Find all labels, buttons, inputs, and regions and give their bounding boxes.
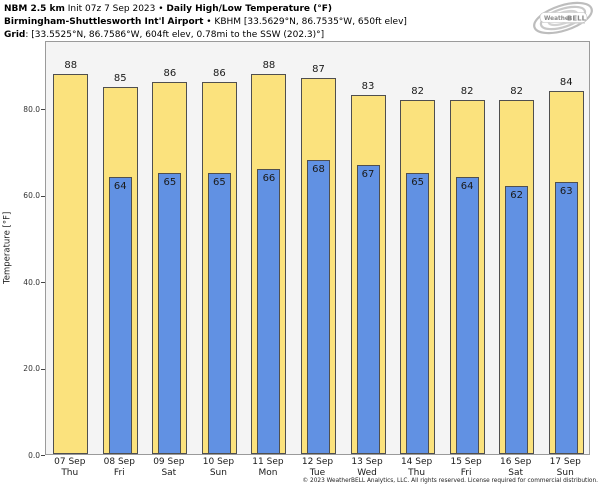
y-tick-label: 20.0 — [23, 364, 40, 374]
high-value-label: 86 — [213, 68, 226, 80]
low-value-label: 65 — [163, 177, 177, 189]
low-bar — [158, 173, 182, 454]
x-tick-day: Thu — [408, 467, 426, 478]
high-value-label: 88 — [262, 59, 276, 71]
x-tick-date: 12 Sep — [301, 457, 334, 467]
x-tick-label: 14 Sep Thu — [392, 457, 442, 478]
init-time: Init 07z 7 Sep 2023 • — [64, 4, 167, 14]
station-coords: • KBHM [33.5629°N, 86.7535°W, 650ft elev… — [203, 17, 407, 27]
low-bar — [307, 160, 330, 454]
header-line-2: Birmingham-Shuttlesworth Int'l Airport •… — [4, 16, 407, 29]
plot-area: 88 85 64 86 65 86 65 88 66 87 68 83 67 82 65 82 64 82 62 84… — [45, 41, 590, 455]
low-value-label: 66 — [262, 172, 276, 184]
high-value-label: 82 — [510, 85, 524, 97]
grid-coords: : [33.5525°N, 86.7586°W, 604ft elev, 0.7… — [25, 30, 325, 40]
x-tick-day: Fri — [113, 467, 125, 478]
x-tick-day: Mon — [258, 467, 278, 478]
low-value-label: 67 — [361, 168, 375, 180]
low-value-label: 68 — [312, 164, 325, 176]
logo-text-bell: BELL — [567, 14, 587, 22]
header-line-1: NBM 2.5 km Init 07z 7 Sep 2023 • Daily H… — [4, 3, 407, 16]
high-value-label: 84 — [559, 77, 573, 88]
y-tick-mark — [41, 195, 45, 197]
y-tick-label: 60.0 — [23, 191, 40, 201]
high-value-label: 87 — [312, 64, 325, 75]
x-tick-label: 15 Sep Fri — [441, 457, 491, 478]
x-tick-date: 15 Sep — [450, 457, 482, 467]
low-value-label: 62 — [510, 190, 524, 202]
y-tick-label: 80.0 — [23, 104, 40, 114]
high-value-label: 85 — [113, 72, 127, 84]
x-tick-label: 09 Sep Sat — [144, 457, 194, 478]
high-value-label: 83 — [361, 81, 375, 93]
low-bar — [108, 177, 132, 454]
x-tick-date: 14 Sep — [400, 457, 433, 467]
high-value-label: 82 — [411, 85, 424, 97]
low-bar — [406, 173, 430, 454]
x-tick-date: 08 Sep — [103, 457, 135, 467]
x-tick-date: 17 Sep — [549, 457, 581, 467]
header-line-3: Grid: [33.5525°N, 86.7586°W, 604ft elev,… — [4, 29, 407, 42]
high-value-label: 82 — [460, 85, 474, 97]
y-tick-mark — [41, 368, 45, 370]
y-tick-label: 0.0 — [28, 450, 40, 460]
low-value-label: 63 — [559, 185, 573, 197]
x-axis-labels: 07 Sep Thu 08 Sep Fri 09 Sep Sat 10 Sep Sun 11 S… — [45, 457, 590, 481]
x-tick-label: 13 Sep Wed — [342, 457, 392, 478]
logo-text-weather: Weather — [544, 16, 572, 22]
x-tick-label: 07 Sep Thu — [45, 457, 95, 478]
low-bar — [455, 177, 479, 454]
grid-label: Grid — [4, 30, 26, 40]
low-value-label: 65 — [411, 177, 424, 189]
x-tick-date: 11 Sep — [252, 457, 284, 467]
weatherbell-logo: Weather BELL — [533, 1, 593, 35]
x-tick-date: 13 Sep — [351, 457, 383, 467]
x-tick-label: 10 Sep Sun — [194, 457, 244, 478]
x-tick-day: Fri — [460, 467, 472, 478]
y-tick-mark — [41, 109, 45, 111]
x-tick-day: Sat — [508, 467, 524, 478]
x-tick-day: Sun — [556, 467, 574, 478]
low-value-label: 65 — [213, 177, 226, 189]
low-value-label: 64 — [460, 181, 474, 193]
x-tick-date: 07 Sep — [54, 457, 86, 467]
station-name: Birmingham-Shuttlesworth Int'l Airport — [4, 17, 204, 27]
model-name: NBM 2.5 km — [4, 4, 65, 14]
x-tick-day: Thu — [61, 467, 79, 478]
y-axis-title: Temperature [°F] — [2, 211, 13, 285]
x-tick-day: Sat — [161, 467, 177, 478]
x-tick-label: 16 Sep Sat — [491, 457, 541, 478]
x-tick-label: 08 Sep Fri — [95, 457, 145, 478]
low-bar — [257, 168, 281, 454]
low-bar — [356, 164, 380, 454]
x-tick-day: Tue — [309, 467, 326, 478]
low-bar — [505, 186, 529, 454]
high-value-label: 86 — [163, 68, 177, 80]
x-tick-day: Wed — [357, 467, 377, 478]
x-tick-date: 10 Sep — [202, 457, 235, 467]
low-bar — [207, 173, 231, 454]
low-value-label: 64 — [113, 181, 127, 193]
x-tick-day: Sun — [209, 467, 227, 478]
x-tick-label: 17 Sep Sun — [540, 457, 590, 478]
y-tick-label: 40.0 — [23, 277, 40, 287]
x-tick-date: 16 Sep — [500, 457, 532, 467]
y-tick-mark — [41, 282, 45, 284]
page-title: Daily High/Low Temperature (°F) — [166, 4, 332, 14]
y-tick-mark — [41, 455, 45, 456]
high-bar — [53, 73, 89, 454]
high-value-label: 88 — [64, 59, 78, 71]
copyright-notice: © 2023 WeatherBELL Analytics, LLC. All r… — [302, 478, 598, 484]
x-tick-label: 12 Sep Tue — [293, 457, 343, 478]
x-tick-date: 09 Sep — [153, 457, 185, 467]
chart-header: NBM 2.5 km Init 07z 7 Sep 2023 • Daily H… — [4, 3, 407, 42]
low-bar — [554, 181, 578, 454]
x-tick-label: 11 Sep Mon — [243, 457, 293, 478]
